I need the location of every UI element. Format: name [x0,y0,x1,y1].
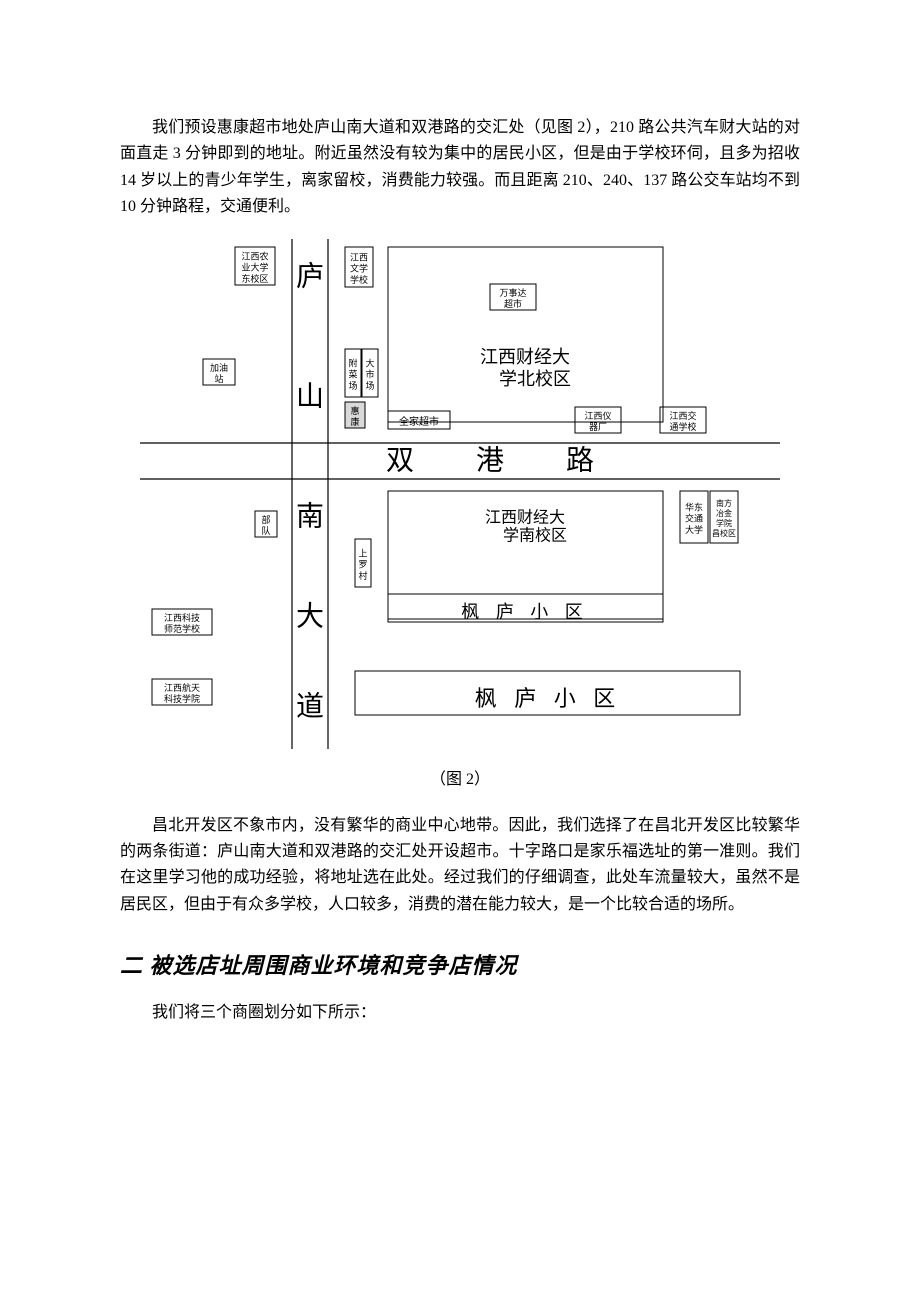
svg-text:村: 村 [358,569,367,580]
svg-text:站: 站 [214,373,223,384]
svg-text:上: 上 [358,548,367,558]
svg-text:江西交: 江西交 [669,409,696,420]
svg-text:江西仪: 江西仪 [584,410,611,420]
paragraph-2: 昌北开发区不象市内，没有繁华的商业中心地带。因此，我们选择了在昌北开发区比较繁华… [120,813,800,919]
svg-text:枫 庐 小 区: 枫 庐 小 区 [475,686,622,711]
svg-text:康: 康 [350,416,359,427]
document-page: 我们预设惠康超市地处庐山南大道和双港路的交汇处（见图 2），210 路公共汽车财… [0,0,920,1139]
svg-text:双: 双 [386,445,414,476]
svg-text:场: 场 [365,380,374,390]
svg-text:华东: 华东 [685,501,703,512]
svg-text:学院: 学院 [716,518,732,528]
svg-text:大学: 大学 [685,523,703,534]
svg-text:队: 队 [261,525,270,536]
svg-text:南: 南 [296,500,324,532]
svg-text:附: 附 [348,357,357,368]
svg-text:罗: 罗 [358,559,367,569]
svg-text:路: 路 [566,444,594,476]
svg-text:器厂: 器厂 [589,422,607,432]
section-heading: 二 被选店址周围商业环境和竞争店情况 [120,948,800,980]
paragraph-1: 我们预设惠康超市地处庐山南大道和双港路的交汇处（见图 2），210 路公共汽车财… [120,115,800,221]
svg-text:江西航天: 江西航天 [164,681,200,692]
svg-text:江西: 江西 [350,252,368,262]
figure-caption: （图 2） [120,765,800,789]
map-figure: 双港路庐山南大道江西农业大学东校区江西文学学校万事达超市附菜场大市场惠康全家超市… [140,239,780,749]
svg-text:业大学: 业大学 [241,261,268,272]
svg-text:大: 大 [296,600,324,632]
svg-text:菜: 菜 [348,368,357,379]
svg-text:学北校区: 学北校区 [499,369,571,389]
svg-text:江西科技: 江西科技 [164,611,200,622]
paragraph-3: 我们将三个商圈划分如下所示： [120,1000,800,1026]
svg-text:市: 市 [365,368,374,379]
svg-text:大: 大 [365,357,374,368]
svg-text:南方: 南方 [716,498,732,508]
svg-text:学南校区: 学南校区 [503,526,567,544]
svg-text:东校区: 东校区 [241,272,268,283]
svg-text:山: 山 [296,380,324,412]
svg-text:文学: 文学 [350,262,368,273]
svg-text:超市: 超市 [504,298,522,309]
svg-text:江西财经大: 江西财经大 [485,508,565,526]
svg-text:江西财经大: 江西财经大 [480,347,570,367]
map-svg: 双港路庐山南大道江西农业大学东校区江西文学学校万事达超市附菜场大市场惠康全家超市… [140,239,780,749]
svg-text:场: 场 [348,380,357,390]
svg-text:港: 港 [476,444,504,476]
svg-text:加油: 加油 [210,361,228,372]
svg-text:师范学校: 师范学校 [164,623,200,634]
svg-text:冶金: 冶金 [716,508,732,518]
svg-text:道: 道 [296,690,324,722]
svg-text:江西农: 江西农 [241,250,268,261]
svg-text:枫 庐 小 区: 枫 庐 小 区 [461,602,589,622]
svg-text:交通: 交通 [685,512,703,523]
svg-text:通学校: 通学校 [669,421,696,432]
svg-text:昌校区: 昌校区 [712,528,736,538]
svg-text:万事达: 万事达 [499,286,526,297]
svg-text:惠: 惠 [350,404,359,415]
svg-text:学校: 学校 [350,273,368,284]
svg-text:科技学院: 科技学院 [164,693,200,704]
svg-text:庐: 庐 [296,260,324,292]
svg-text:全家超市: 全家超市 [399,415,439,428]
svg-text:部: 部 [261,513,270,524]
